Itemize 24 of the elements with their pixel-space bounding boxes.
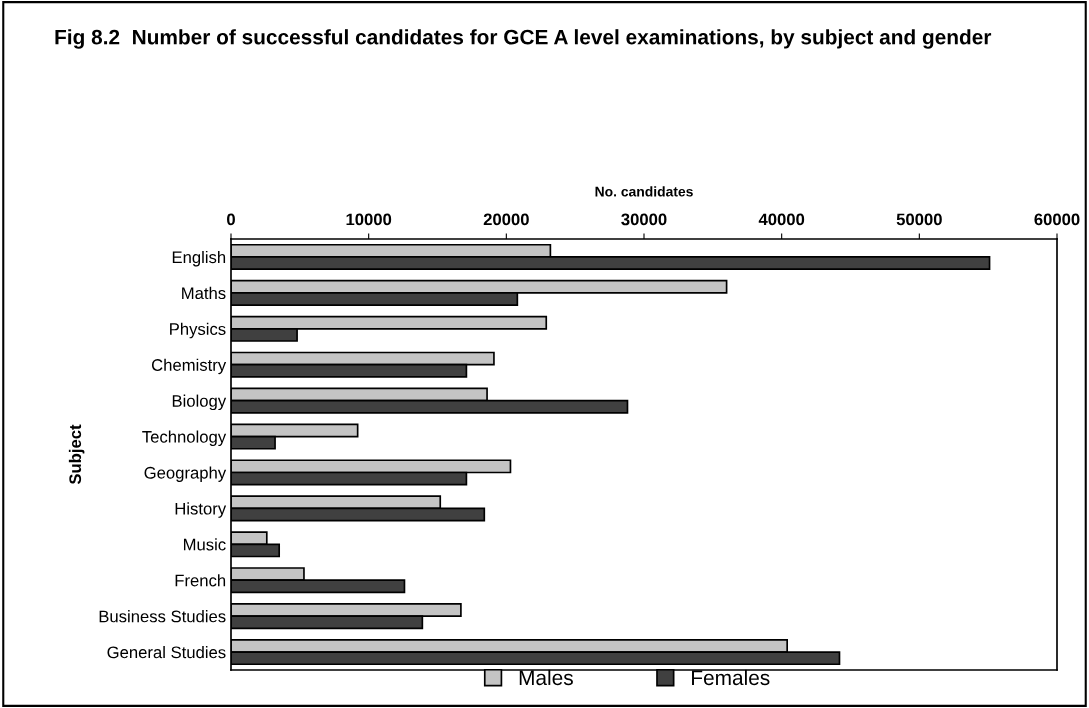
x-tick-label: 60000 <box>1034 213 1080 226</box>
y-tick-label: Technology <box>142 430 227 447</box>
y-tick-label: Maths <box>182 286 226 300</box>
y-tick-label: Chemistry <box>151 358 227 375</box>
legend-label: Females <box>692 669 770 686</box>
y-tick-label: General Studies <box>107 646 226 659</box>
y-tick-label: Business Studies <box>99 610 226 623</box>
y-tick-label: History <box>175 502 227 518</box>
x-tick-label: 30000 <box>621 213 667 226</box>
y-tick-label: French <box>175 574 226 587</box>
y-axis-title: Subject <box>68 424 85 485</box>
x-tick-label: 0 <box>227 213 235 226</box>
x-tick-label: 50000 <box>896 213 942 226</box>
legend-label: Males <box>519 669 573 686</box>
y-tick-label: Physics <box>170 322 226 339</box>
x-tick-label: 40000 <box>758 213 805 226</box>
chart-title: Fig 8.2 Number of successful candidates for GCE A level examinations, by subject and gender <box>55 29 992 49</box>
x-axis-title: No. candidates <box>595 186 693 197</box>
x-tick-label: 20000 <box>483 213 529 226</box>
y-tick-label: Music <box>183 538 226 551</box>
x-tick-label: 10000 <box>346 213 392 226</box>
y-tick-label: Geography <box>144 466 227 482</box>
y-tick-label: Biology <box>172 394 227 411</box>
y-tick-label: English <box>172 250 226 267</box>
